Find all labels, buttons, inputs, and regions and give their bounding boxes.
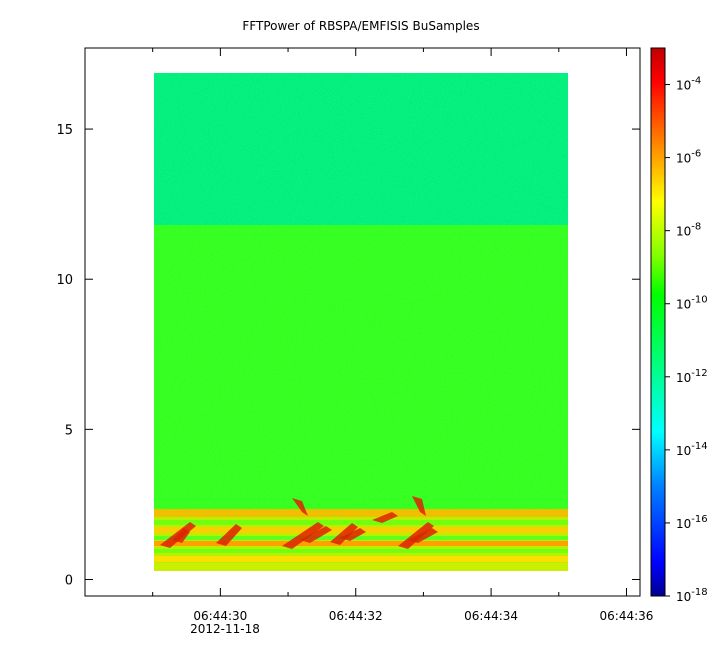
- low-band-stripe: [154, 556, 568, 562]
- y-tick-label: 10: [56, 273, 73, 288]
- low-band-stripe: [154, 520, 568, 525]
- low-band-stripe: [154, 549, 568, 553]
- date-label: 2012-11-18: [190, 622, 260, 636]
- chart-title: FFTPower of RBSPA/EMFISIS BuSamples: [242, 19, 479, 33]
- colorbar-tick-label: 10-4: [676, 76, 701, 93]
- burst-feature: [340, 528, 366, 541]
- colorbar-axis: 10-4 10-6 10-8 10-10 10-12 10-14 10-16 10-18: [665, 76, 708, 604]
- colorbar-tick-label: 10-6: [676, 149, 701, 166]
- x-axis: 06:44:30 06:44:32 06:44:34 06:44:36: [152, 48, 654, 623]
- low-band-stripe: [154, 509, 568, 517]
- colorbar-tick-label: 10-12: [676, 368, 708, 385]
- colorbar: [650, 47, 666, 597]
- burst-feature: [372, 512, 398, 523]
- colorbar-tick-label: 10-8: [676, 222, 701, 239]
- wave-bursts: [160, 496, 438, 549]
- low-band-stripe: [154, 563, 568, 571]
- burst-feature: [408, 528, 438, 543]
- x-tick-label: 06:44:34: [464, 609, 518, 623]
- burst-feature: [216, 524, 242, 546]
- colorbar-tick-label: 10-16: [676, 514, 708, 531]
- burst-feature: [398, 522, 434, 549]
- low-band-stripe: [154, 536, 568, 540]
- burst-feature: [172, 528, 190, 543]
- low-band-stripe: [154, 541, 568, 546]
- burst-feature: [292, 498, 308, 516]
- x-tick-label: 06:44:30: [193, 609, 247, 623]
- y-tick-label: 15: [56, 123, 73, 138]
- colorbar-tick-label: 10-14: [676, 441, 708, 458]
- colorbar-tick-label: 10-10: [676, 295, 708, 312]
- x-tick-label: 06:44:36: [600, 609, 654, 623]
- colorbar-tick-label: 10-18: [676, 587, 708, 604]
- burst-feature: [282, 522, 324, 549]
- spectrogram-image: [154, 73, 568, 571]
- burst-feature: [330, 523, 358, 545]
- noise-texture: [154, 73, 568, 509]
- y-tick-label: 0: [65, 573, 73, 588]
- x-tick-label: 06:44:32: [329, 609, 383, 623]
- burst-feature: [412, 496, 426, 516]
- y-axis: 0 5 10 15: [56, 123, 640, 588]
- y-tick-label: 5: [65, 423, 73, 438]
- burst-feature: [300, 526, 332, 543]
